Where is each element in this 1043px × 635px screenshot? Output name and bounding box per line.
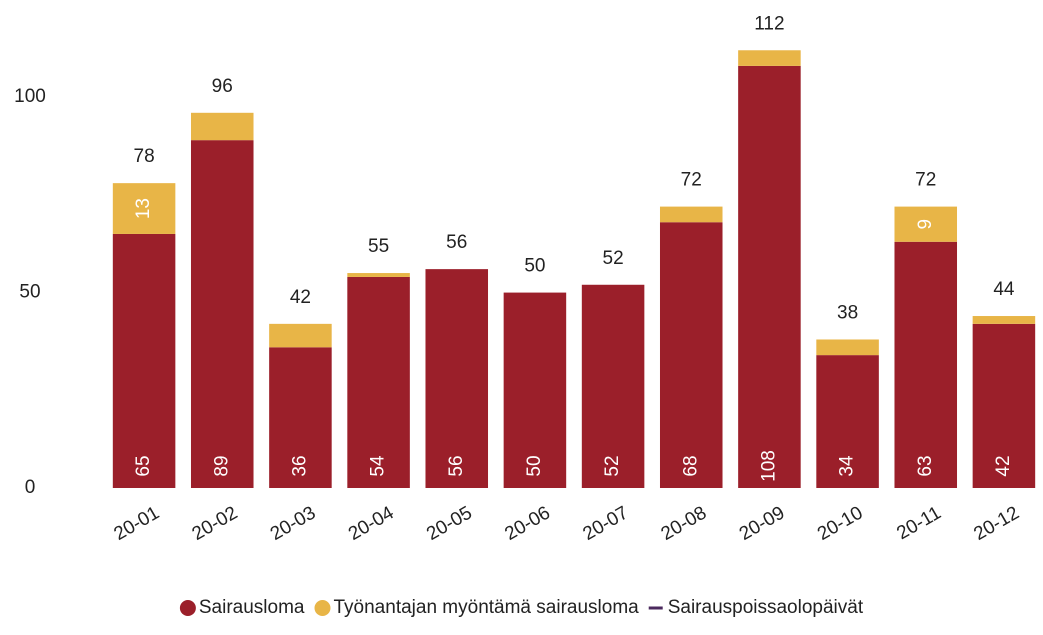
bar-segment <box>347 276 410 488</box>
bar-segment <box>112 183 176 234</box>
data-label: 68 <box>680 455 701 476</box>
bar-segment <box>659 206 723 223</box>
data-label: 9 <box>915 219 936 230</box>
legend-label: Sairauspoissaolopäivät <box>668 597 864 618</box>
x-tick-label: 20-08 <box>658 502 711 544</box>
x-tick-label: 20-12 <box>970 502 1023 544</box>
y-tick-label: 50 <box>19 282 40 303</box>
bar-segment <box>816 355 879 488</box>
data-label: 34 <box>837 455 858 477</box>
x-tick-label: 20-03 <box>267 502 320 544</box>
x-tick-label: 20-11 <box>893 502 944 544</box>
total-label: 52 <box>603 248 624 269</box>
total-label: 55 <box>368 236 389 257</box>
total-label: 44 <box>993 279 1015 300</box>
bar-segment <box>894 206 958 242</box>
data-label: 13 <box>133 198 154 219</box>
legend-item: Sairausloma <box>179 597 305 618</box>
bar-segment <box>269 323 332 348</box>
legend-label: Sairausloma <box>199 597 305 618</box>
bar-segment <box>659 222 723 488</box>
legend-swatch <box>179 600 196 616</box>
bar-segment <box>738 65 801 489</box>
y-tick-label: 100 <box>14 86 46 107</box>
bar-segment <box>738 50 801 66</box>
total-label: 112 <box>754 13 784 34</box>
bar-segment <box>190 112 254 141</box>
legend-swatch <box>314 600 331 616</box>
data-label: 89 <box>211 455 232 476</box>
legend-item: Työnantajan myöntämä sairausloma <box>314 597 639 618</box>
bar-segment <box>972 316 1036 324</box>
legend-label: Työnantajan myöntämä sairausloma <box>333 597 639 618</box>
bar-segment <box>581 284 645 488</box>
legend: Sairausloma Työnantajan myöntämä sairausl… <box>179 597 864 618</box>
bar-segment <box>503 292 567 488</box>
legend-item: Sairauspoissaolopäivät <box>648 597 864 618</box>
data-label: 42 <box>993 455 1014 476</box>
bar-segment <box>347 273 410 277</box>
data-label: 52 <box>602 455 623 476</box>
data-label: 50 <box>524 455 545 476</box>
x-tick-label: 20-06 <box>501 502 554 544</box>
data-label: 108 <box>758 450 779 482</box>
y-tick-label: 0 <box>25 477 36 498</box>
total-label: 78 <box>134 146 155 167</box>
x-tick-label: 20-01 <box>110 502 163 544</box>
total-label: 96 <box>212 76 233 97</box>
x-tick-label: 20-02 <box>189 502 242 544</box>
x-tick-label: 20-09 <box>736 502 789 544</box>
bar-segment <box>894 241 958 488</box>
data-label: 36 <box>289 455 310 476</box>
data-label: 56 <box>446 455 467 476</box>
bar-segment <box>112 233 176 488</box>
total-label: 72 <box>681 170 702 191</box>
bar-segment <box>190 140 254 489</box>
total-label: 38 <box>837 302 858 323</box>
data-label: 54 <box>368 455 389 477</box>
bar-segment <box>816 339 879 356</box>
total-label: 42 <box>290 287 311 308</box>
data-label: 65 <box>133 455 154 476</box>
x-tick-label: 20-10 <box>814 502 867 544</box>
total-label: 50 <box>524 256 545 277</box>
bar-segment <box>425 269 489 488</box>
x-tick-label: 20-07 <box>579 502 632 544</box>
x-tick-label: 20-04 <box>345 502 398 545</box>
bar-segment <box>269 347 332 488</box>
data-label: 63 <box>915 455 936 476</box>
bar-segment <box>972 323 1036 488</box>
total-label: 56 <box>446 232 467 253</box>
total-label: 72 <box>915 170 936 191</box>
x-tick-label: 20-05 <box>423 502 476 544</box>
